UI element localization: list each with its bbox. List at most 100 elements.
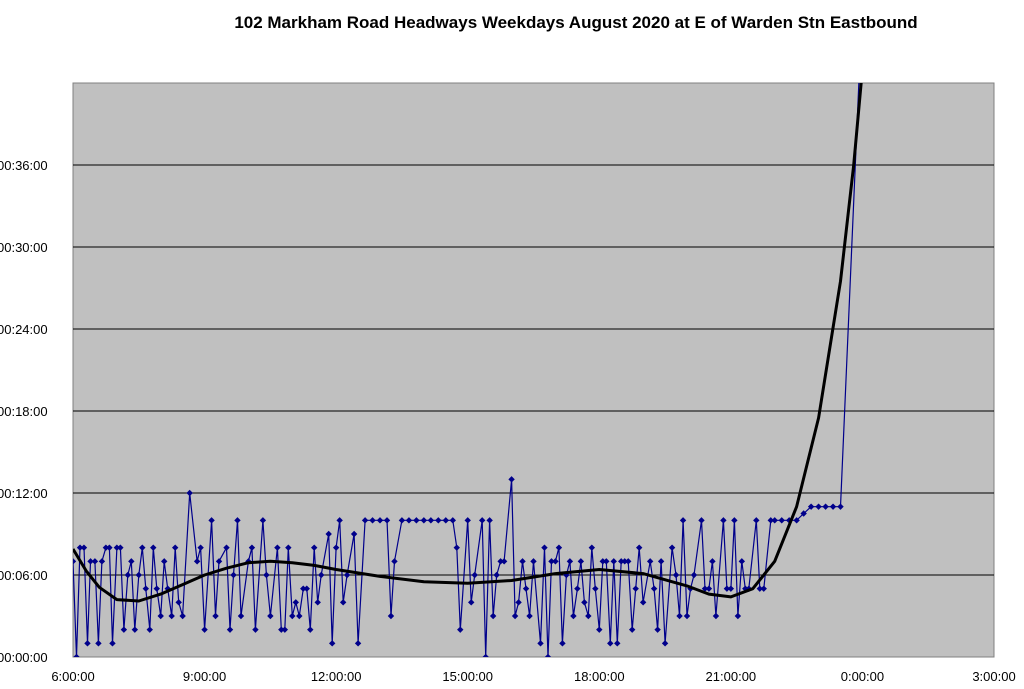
data-point [350,530,358,538]
data-point [541,544,548,551]
data-point [771,517,778,524]
data-point [296,612,303,620]
data-point [311,544,318,551]
data-point [73,558,77,565]
data-point [285,544,292,551]
data-point [672,571,680,579]
data-point [522,585,530,592]
data-point [723,585,731,592]
data-point [464,517,471,524]
data-point [201,626,208,633]
data-point [193,558,201,565]
data-point [223,544,230,551]
data-point [292,599,299,606]
data-point [585,612,592,620]
data-point [632,585,639,592]
data-point [131,626,139,633]
data-point [519,558,526,565]
data-point [449,517,457,524]
data-point [383,517,391,524]
x-tick-label: 18:00:00 [574,669,625,684]
data-point [753,517,760,524]
data-point [727,585,735,592]
data-point [559,640,566,647]
data-point [705,585,713,592]
data-point [471,571,478,579]
data-point [701,585,709,592]
data-point [815,503,822,510]
gridlines [73,164,994,576]
data-point [555,544,563,551]
data-point [614,640,621,647]
data-point [621,558,628,565]
x-tick-label: 15:00:00 [442,669,493,684]
data-point [263,571,270,579]
data-point [157,612,164,620]
data-point [139,544,146,551]
data-point [128,558,135,565]
data-point [289,612,296,620]
data-point [102,544,110,551]
data-point [307,626,314,633]
data-point [361,517,369,524]
data-point [489,612,497,620]
data-point [197,544,204,551]
trendline [73,83,863,603]
data-point [457,626,464,633]
y-tick-label: 00:06:00 [0,568,48,583]
data-point [738,558,746,565]
data-point [226,626,234,633]
data-point [215,558,223,565]
data-point [106,544,113,551]
data-point [328,640,336,647]
data-point [657,558,665,565]
data-point [650,585,658,592]
data-point [237,612,245,620]
data-point [661,640,669,647]
data-point [281,626,289,633]
data-point [628,626,636,633]
data-point [376,517,384,524]
data-point [698,517,705,524]
data-point [482,653,489,657]
data-point [625,558,632,565]
data-point [497,558,504,565]
data-point [709,558,716,565]
data-point [234,517,241,524]
data-point [95,640,102,647]
data-point [336,517,343,524]
data-point [756,585,764,592]
y-tick-label: 00:30:00 [0,240,48,255]
data-point [679,517,687,524]
data-point [98,558,106,565]
data-point [332,544,340,551]
series-line [73,83,860,657]
data-point [468,599,475,606]
chart-title: 102 Markham Road Headways Weekdays Augus… [234,13,918,32]
data-point [339,599,347,606]
data-point [537,640,544,647]
x-tick-label: 6:00:00 [51,669,94,684]
data-point [146,626,153,633]
data-point [588,544,596,551]
data-point [150,544,157,551]
data-point [807,503,815,510]
data-point [690,571,698,579]
y-tick-label: 00:12:00 [0,486,48,501]
data-point [420,517,428,524]
data-point [80,544,88,551]
data-point [387,612,395,620]
y-tick-label: 00:00:00 [0,650,48,665]
data-point [91,558,99,565]
data-point [566,558,574,565]
data-point [435,517,442,524]
data-point [639,599,647,606]
data-point [161,558,168,565]
data-point [87,558,94,565]
data-point [252,626,259,633]
data-point [767,517,774,524]
data-point [500,558,508,565]
data-point [712,612,720,620]
plot-area [72,82,995,658]
data-point [610,558,617,565]
